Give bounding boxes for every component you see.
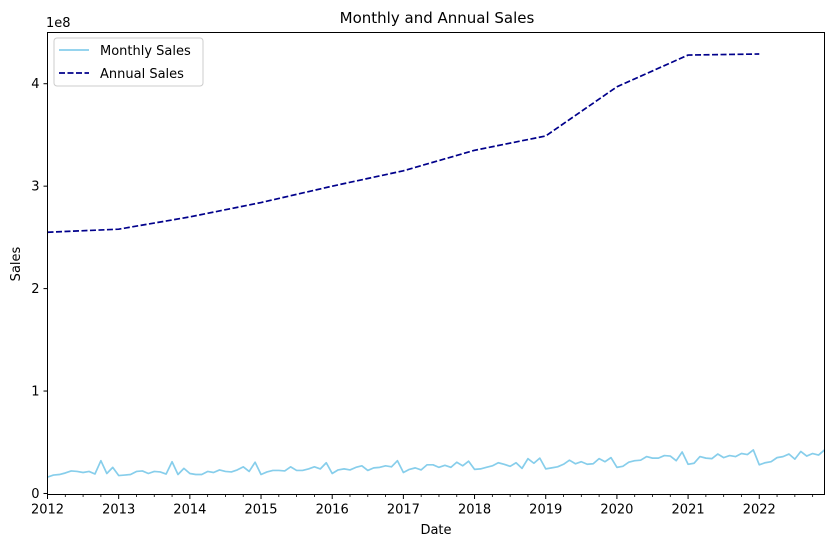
x-tick-label: 2019 [529,503,562,518]
x-tick-label: 2014 [173,503,206,518]
x-tick-label: 2021 [672,503,705,518]
y-axis-ticks: 0 1 2 3 4 [31,77,48,502]
x-axis-label: Date [420,523,451,538]
x-axis-ticks: 2012 2013 2014 2015 2016 2017 2018 2019 2020 2021… [31,494,814,518]
plot-area-frame [47,32,825,495]
x-tick-label: 2012 [31,503,64,518]
y-axis-scale-label: 1e8 [46,16,71,31]
x-tick-label: 2016 [316,503,349,518]
y-tick-label: 3 [31,180,39,195]
y-axis-label: Sales [9,246,24,281]
x-tick-label: 2017 [387,503,420,518]
legend: Monthly Sales Annual Sales [53,37,204,87]
x-tick-label: 2022 [743,503,776,518]
chart-title: Monthly and Annual Sales [340,9,535,27]
series-line-monthly-sales [47,449,825,478]
x-tick-label: 2015 [244,503,277,518]
series-layer [47,53,825,478]
series-line-annual-sales [47,53,760,234]
legend-box [53,37,204,87]
legend-label-annual-sales: Annual Sales [100,67,184,82]
y-tick-label: 1 [31,385,39,400]
y-tick-label: 4 [31,77,39,92]
y-tick-label: 2 [31,282,39,297]
legend-label-monthly-sales: Monthly Sales [100,44,191,59]
x-tick-label: 2013 [102,503,135,518]
x-tick-label: 2018 [458,503,491,518]
x-tick-label: 2020 [600,503,633,518]
y-tick-label: 0 [31,487,39,502]
